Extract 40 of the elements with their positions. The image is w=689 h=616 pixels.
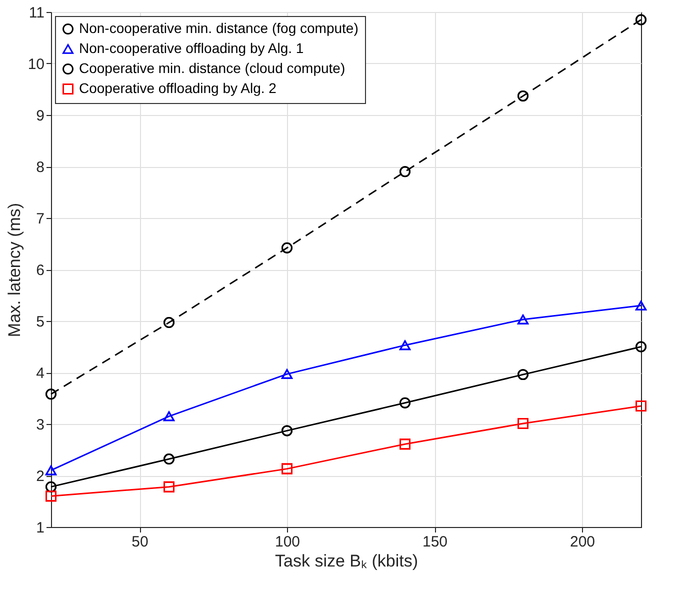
x-tick-label: 200: [570, 534, 596, 550]
y-tick-label: 10: [28, 56, 44, 73]
y-axis-title: Max. latency (ms): [4, 202, 24, 338]
y-tick-label: 8: [36, 159, 44, 176]
y-tick-label: 2: [36, 468, 44, 485]
y-tick-label: 5: [36, 314, 44, 330]
y-tick-label: 6: [36, 262, 44, 279]
point: [400, 166, 410, 178]
point: [46, 465, 56, 476]
y-tick-label: 7: [36, 210, 44, 228]
point: [46, 481, 56, 492]
x-axis-title: Task size Bₖ (kbits): [275, 552, 418, 570]
point: [164, 454, 174, 465]
legend-label: Non-cooperative min. distance (fog compute): [79, 20, 358, 36]
point: [282, 425, 292, 436]
point: [518, 369, 528, 380]
point: [164, 411, 174, 422]
x-tick-label: 150: [422, 534, 448, 550]
point: [282, 369, 292, 379]
point: [518, 90, 528, 102]
point: [400, 397, 410, 408]
point: [46, 490, 56, 502]
point: [164, 317, 174, 328]
point: [636, 14, 646, 26]
point: [518, 314, 528, 324]
x-tick-label: 100: [274, 534, 300, 550]
y-tick-label: 9: [36, 108, 44, 124]
point: [400, 340, 410, 350]
point: [46, 388, 56, 400]
point: [282, 242, 292, 254]
point: [636, 341, 646, 352]
y-tick-label: 4: [36, 365, 44, 382]
legend-label: Cooperative min. distance (cloud compute): [79, 60, 346, 76]
x-tick-label: 50: [132, 534, 148, 550]
legend-label: Cooperative offloading by Alg. 2: [79, 80, 277, 96]
y-tick-label: 1: [36, 520, 44, 536]
point: [636, 300, 646, 310]
legend-label: Non-cooperative offloading by Alg. 1: [79, 40, 304, 56]
y-tick-label: 11: [28, 4, 44, 22]
y-tick-label: 3: [36, 416, 44, 434]
